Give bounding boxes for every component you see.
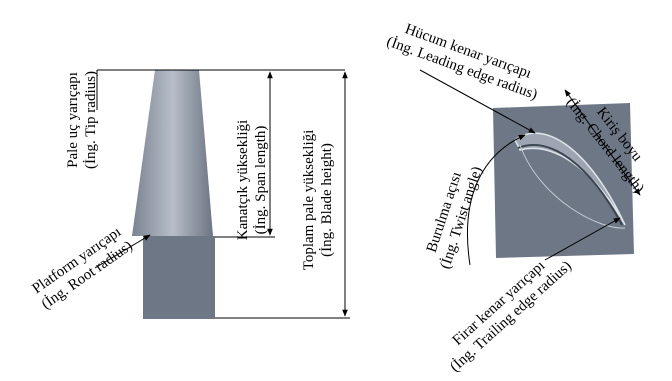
label: (İng. Span length) — [253, 126, 269, 235]
trailing-edge-radius-label: Firar kenar yarıçapı (İng. Trailing edge… — [435, 245, 575, 376]
label: (İng. Trailing edge radius) — [447, 258, 575, 375]
root-radius-label: Platform yarıçapı (İng. Root radius) — [28, 223, 135, 312]
label: (İng. Blade height) — [319, 143, 335, 257]
blade-height-label: Toplam pale yüksekliği (İng. Blade heigh… — [301, 130, 335, 271]
tip-radius-label: Pale uç yarıçapı (İng. Tip radius) — [65, 71, 99, 169]
span-length-label: Kanatçık yüksekliği (İng. Span length) — [235, 120, 269, 240]
label: Kanatçık yüksekliği — [235, 120, 251, 240]
diagram: Pale uç yarıçapı (İng. Tip radius) Kanat… — [0, 0, 672, 381]
label: Toplam pale yüksekliği — [301, 130, 317, 271]
twist-angle-label: Burulma açısı (İng. Twist angle) — [420, 159, 485, 271]
leading-edge-radius-label: Hücum kenar yarıçapı (İng. Leading edge … — [384, 17, 545, 103]
label: (İng. Tip radius) — [83, 71, 99, 169]
label: Pale uç yarıçapı — [65, 72, 81, 168]
